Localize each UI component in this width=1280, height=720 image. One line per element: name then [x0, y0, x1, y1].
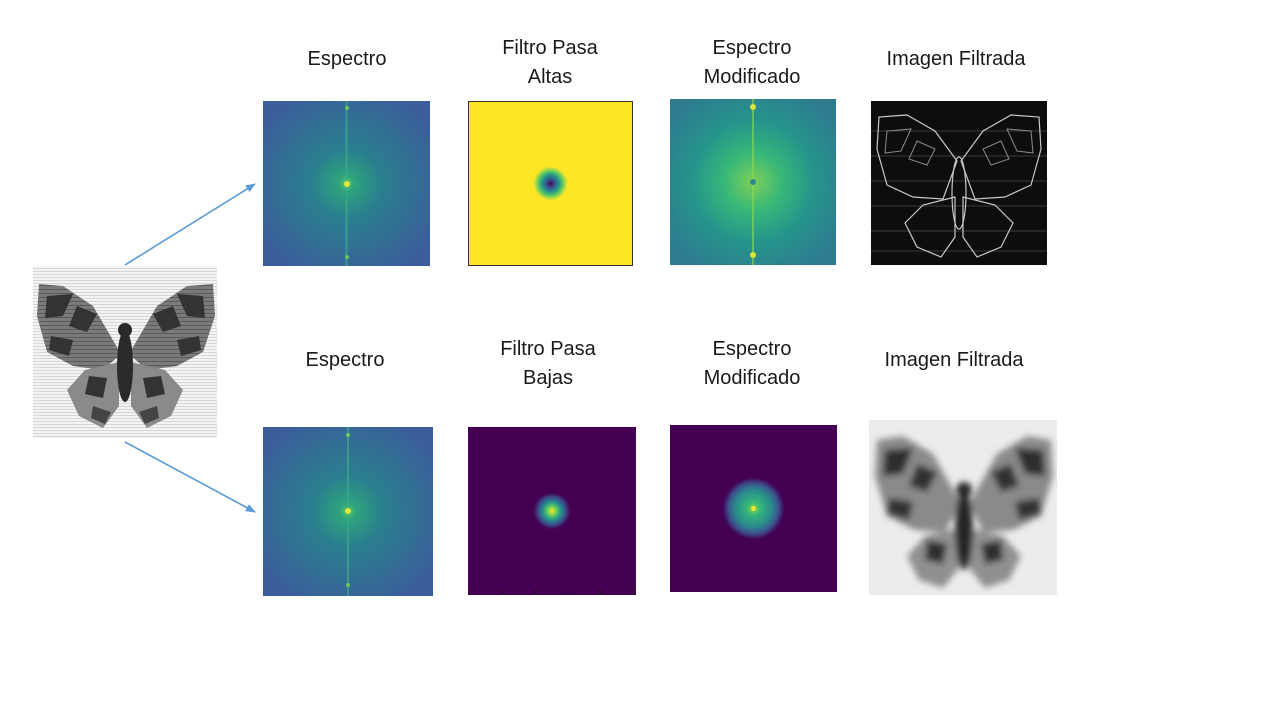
bottom-filter-label: Filtro Pasa Bajas [500, 338, 596, 389]
top-filter-label: Filtro Pasa Altas [502, 37, 598, 88]
bottom-spectrum-label: Espectro [305, 349, 385, 371]
bottom-lowpass-filter-image [468, 427, 636, 595]
bottom-spectrum-image [263, 427, 433, 596]
bottom-modified-spectrum-image [670, 425, 837, 592]
top-filtered-image [871, 101, 1047, 265]
bottom-filtered-image-label: Imagen Filtrada [884, 349, 1024, 371]
top-modified-spectrum-image [670, 99, 836, 265]
arrow-to-bottom-spectrum [124, 441, 256, 513]
top-spectrum-image [263, 101, 430, 266]
top-spectrum-label: Espectro [307, 48, 387, 70]
bottom-filtered-image [869, 420, 1057, 595]
top-filtered-image-label: Imagen Filtrada [886, 48, 1026, 70]
bottom-modified-spectrum-label: Espectro Modificado [703, 338, 801, 389]
arrow-to-top-spectrum [124, 183, 256, 266]
top-modified-spectrum-label: Espectro Modificado [703, 37, 801, 88]
butterfly-input-image [33, 266, 217, 438]
top-highpass-filter-image [468, 101, 633, 266]
